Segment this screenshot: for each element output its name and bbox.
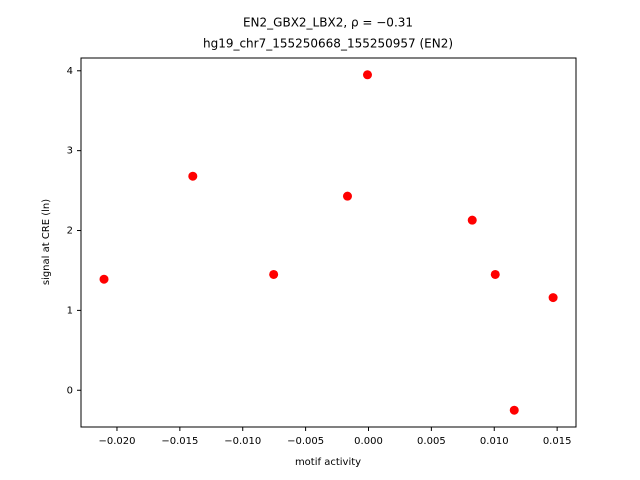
plot-frame bbox=[80, 57, 577, 428]
y-tick-label: 1 bbox=[67, 305, 73, 316]
point bbox=[467, 215, 477, 225]
x-tick-label: 0.015 bbox=[543, 436, 572, 447]
y-tick-label: 4 bbox=[67, 66, 73, 77]
x-tick-label: 0.010 bbox=[480, 436, 509, 447]
y-tick-label: 3 bbox=[67, 146, 73, 157]
point bbox=[490, 269, 500, 279]
point bbox=[362, 70, 372, 80]
point bbox=[509, 405, 519, 415]
y-tick-label: 0 bbox=[67, 385, 73, 396]
point bbox=[342, 191, 352, 201]
point bbox=[269, 269, 279, 279]
point bbox=[188, 171, 198, 181]
y-axis-label: signal at CRE (ln) bbox=[41, 199, 52, 285]
x-tick-label: 0.005 bbox=[417, 436, 446, 447]
x-tick-label: −0.005 bbox=[287, 436, 324, 447]
x-tick-label: −0.010 bbox=[224, 436, 261, 447]
chart-title: EN2_GBX2_LBX2, ρ = −0.31 bbox=[243, 16, 413, 30]
x-tick-label: 0.000 bbox=[354, 436, 383, 447]
x-axis-label: motif activity bbox=[295, 457, 361, 468]
x-tick-label: −0.015 bbox=[161, 436, 198, 447]
y-tick-label: 2 bbox=[67, 226, 73, 237]
point bbox=[99, 274, 109, 284]
chart-subtitle: hg19_chr7_155250668_155250957 (EN2) bbox=[203, 37, 453, 51]
point bbox=[548, 293, 558, 303]
x-tick-label: −0.020 bbox=[98, 436, 135, 447]
